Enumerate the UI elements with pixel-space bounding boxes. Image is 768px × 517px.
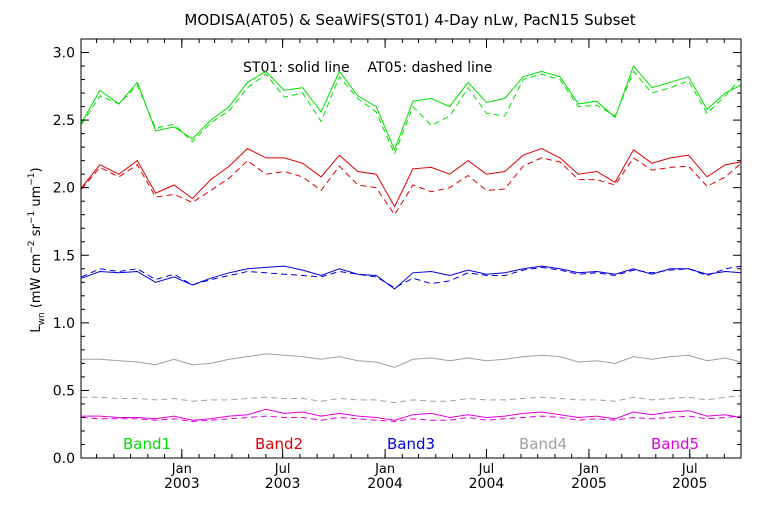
series-layer bbox=[81, 65, 742, 423]
series-line-band1-solid bbox=[81, 65, 742, 152]
x-tick-label-year: 2003 bbox=[164, 476, 200, 492]
legend: Band1 Band2 Band3 Band4 Band5 bbox=[123, 435, 699, 453]
series-line-band3-dashed bbox=[81, 265, 742, 289]
axes-layer: 0.00.51.01.52.02.53.0Jan2003Jul2003Jan20… bbox=[53, 38, 742, 492]
y-tick-label: 0.0 bbox=[53, 451, 75, 467]
legend-item-band4: Band4 bbox=[519, 435, 567, 453]
series-line-band3-solid bbox=[81, 265, 742, 290]
y-tick-label: 2.0 bbox=[53, 181, 75, 197]
y-tick-label: 1.0 bbox=[53, 316, 75, 332]
x-tick-label-month: Jul bbox=[274, 462, 291, 477]
legend-item-band1: Band1 bbox=[123, 435, 171, 453]
y-tick-label: 2.5 bbox=[53, 113, 75, 129]
legend-item-band3: Band3 bbox=[387, 435, 435, 453]
line-style-note: ST01: solid line AT05: dashed line bbox=[243, 60, 492, 76]
x-tick-label-month: Jul bbox=[681, 462, 698, 477]
y-axis-label: Lwn (mW cm−2 sr−1 um−1) bbox=[27, 167, 47, 332]
x-tick-label-month: Jan bbox=[374, 462, 395, 477]
legend-item-band2: Band2 bbox=[255, 435, 303, 453]
x-tick-label-year: 2004 bbox=[367, 476, 403, 492]
y-tick-label: 0.5 bbox=[53, 383, 75, 399]
x-tick-label-month: Jan bbox=[578, 462, 599, 477]
series-line-band2-dashed bbox=[81, 157, 742, 216]
x-tick-label-month: Jan bbox=[171, 462, 192, 477]
chart-title: MODISA(AT05) & SeaWiFS(ST01) 4-Day nLw, … bbox=[184, 11, 635, 29]
series-line-band4-dashed bbox=[81, 395, 742, 404]
svg-text:Lwn (mW cm−2 sr−1 um−1): Lwn (mW cm−2 sr−1 um−1) bbox=[27, 167, 47, 332]
x-tick-label-year: 2004 bbox=[469, 476, 505, 492]
y-tick-label: 1.5 bbox=[53, 248, 75, 264]
x-tick-label-year: 2005 bbox=[672, 476, 708, 492]
plot-frame bbox=[80, 38, 742, 459]
x-tick-label-year: 2003 bbox=[265, 476, 301, 492]
series-line-band4-solid bbox=[81, 353, 742, 368]
legend-item-band5: Band5 bbox=[651, 435, 699, 453]
x-tick-label-month: Jul bbox=[478, 462, 495, 477]
series-line-band5-solid bbox=[81, 408, 742, 421]
x-tick-label-year: 2005 bbox=[571, 476, 607, 492]
series-line-band1-dashed bbox=[81, 70, 742, 156]
series-line-band5-dashed bbox=[81, 415, 742, 423]
y-tick-label: 3.0 bbox=[53, 46, 75, 62]
series-line-band2-solid bbox=[81, 147, 742, 208]
